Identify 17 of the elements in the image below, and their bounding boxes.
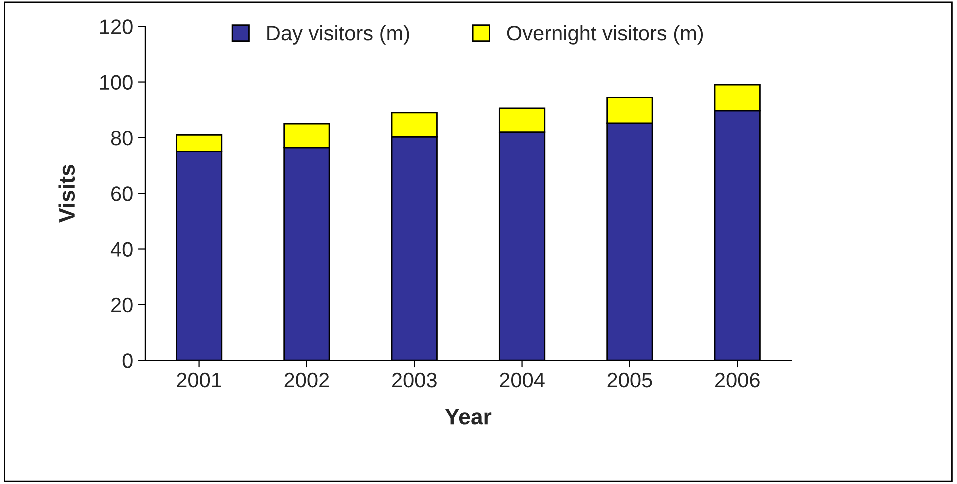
y-axis-title: Visits <box>58 165 76 223</box>
y-tick-label: 100 <box>100 75 133 90</box>
x-axis-title: Year <box>445 409 492 425</box>
y-tick-label: 80 <box>111 130 133 146</box>
x-tick-label: 2005 <box>608 372 652 388</box>
y-tick-label: 120 <box>100 20 133 34</box>
x-tick-label: 2001 <box>177 372 222 388</box>
y-tick-label: 0 <box>122 354 133 368</box>
y-tick-label: 20 <box>112 298 133 313</box>
y-tick-label: 60 <box>112 186 133 202</box>
x-tick-label: 2002 <box>284 372 330 388</box>
legend-label: Day visitors (m) <box>268 25 410 45</box>
y-tick-label: 40 <box>110 242 133 258</box>
x-tick-label: 2003 <box>392 372 437 388</box>
legend-label: Overnight visitors (m) <box>507 25 704 45</box>
x-tick-label: 2006 <box>715 372 760 388</box>
x-tick-label: 2004 <box>500 372 545 388</box>
